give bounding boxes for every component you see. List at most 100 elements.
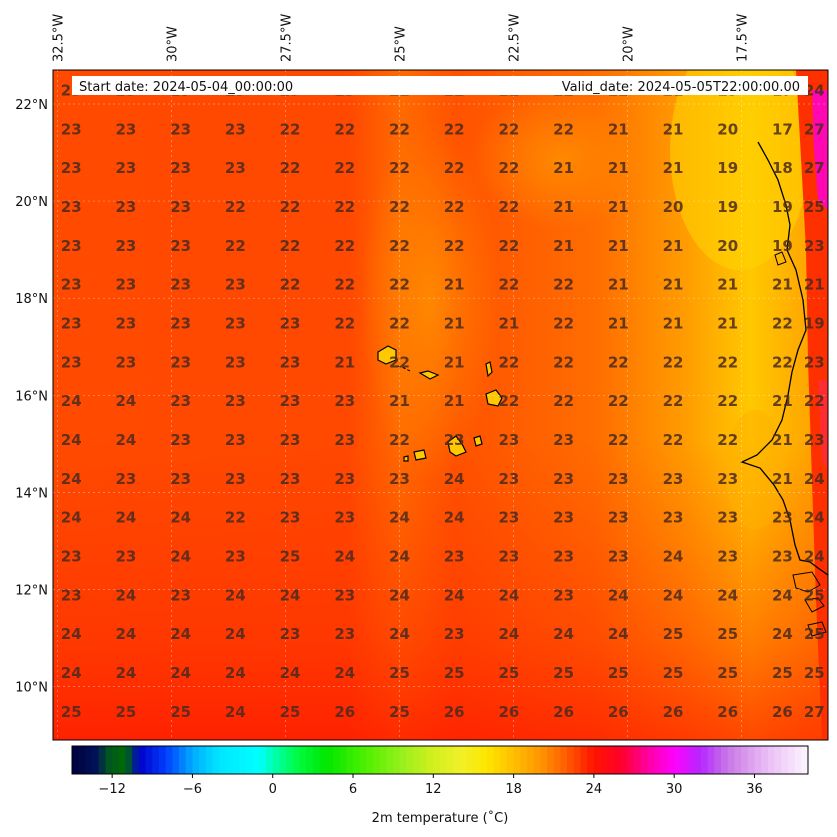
station-value: 23 <box>772 509 793 527</box>
station-value: 23 <box>498 509 519 527</box>
station-value: 23 <box>553 586 574 604</box>
colorbar-bin <box>346 746 354 774</box>
station-value: 21 <box>334 353 355 371</box>
station-value: 24 <box>61 625 82 643</box>
station-value: 23 <box>170 159 191 177</box>
station-value: 20 <box>663 198 684 216</box>
colorbar-bin <box>513 746 521 774</box>
station-value: 26 <box>498 703 519 721</box>
station-value: 25 <box>608 664 629 682</box>
station-value: 25 <box>717 625 738 643</box>
station-value: 23 <box>225 276 246 294</box>
station-value: 23 <box>280 392 301 410</box>
colorbar-bin <box>259 746 267 774</box>
station-value: 23 <box>334 431 355 449</box>
station-value: 25 <box>804 586 825 604</box>
station-value: 23 <box>804 353 825 371</box>
station-value: 22 <box>663 431 684 449</box>
station-value: 24 <box>170 625 191 643</box>
station-value: 23 <box>280 509 301 527</box>
colorbar-bin <box>185 746 193 774</box>
colorbar-bin <box>359 746 367 774</box>
station-value: 25 <box>804 198 825 216</box>
colorbar-bin <box>373 746 381 774</box>
station-value: 23 <box>225 470 246 488</box>
station-value: 23 <box>116 159 137 177</box>
station-value: 23 <box>663 470 684 488</box>
station-value: 23 <box>663 509 684 527</box>
station-values: 23 23 23 23 23 23 22 22 22 22 22 21 19 17 24 23 23 23 23 22… <box>61 81 825 720</box>
station-value: 22 <box>280 276 301 294</box>
colorbar-bin <box>613 746 622 774</box>
station-value: 23 <box>61 353 82 371</box>
station-value: 24 <box>334 548 355 566</box>
colorbar-bin <box>165 746 173 774</box>
colorbar-bin <box>761 746 769 774</box>
station-value: 25 <box>804 664 825 682</box>
coastline <box>740 141 828 576</box>
station-value: 25 <box>170 703 191 721</box>
station-value: 21 <box>608 314 629 332</box>
colorbar-bin <box>680 746 688 774</box>
station-value: 22 <box>225 198 246 216</box>
station-value: 24 <box>61 392 82 410</box>
station-value: 22 <box>717 431 738 449</box>
station-value: 24 <box>389 509 410 527</box>
station-value: 23 <box>170 431 191 449</box>
station-value: 23 <box>444 625 465 643</box>
station-value: 24 <box>225 703 246 721</box>
station-value: 22 <box>608 353 629 371</box>
station-value: 22 <box>334 314 355 332</box>
colorbar-bin <box>125 746 133 774</box>
station-value: 21 <box>663 159 684 177</box>
colorbar-bin <box>707 746 715 774</box>
latitude-label: 18°N <box>15 292 48 307</box>
station-value: 21 <box>663 276 684 294</box>
station-value: 23 <box>804 237 825 255</box>
station-value: 22 <box>225 509 246 527</box>
station-value: 21 <box>804 276 825 294</box>
colorbar-bin <box>312 746 320 774</box>
station-value: 24 <box>116 431 137 449</box>
colorbar-bin <box>774 746 782 774</box>
station-value: 26 <box>444 703 465 721</box>
station-value: 23 <box>61 198 82 216</box>
station-value: 22 <box>498 237 519 255</box>
colorbar-bin <box>801 746 809 774</box>
colorbar-tick-label: 0 <box>269 782 277 797</box>
colorbar-bin <box>239 746 247 774</box>
colorbar-bin <box>787 746 796 774</box>
station-value: 23 <box>116 314 137 332</box>
colorbar-tick-label: 30 <box>666 782 683 797</box>
colorbar-bin <box>332 746 341 774</box>
station-value: 25 <box>772 664 793 682</box>
station-value: 24 <box>389 625 410 643</box>
station-value: 21 <box>663 237 684 255</box>
station-value: 23 <box>334 392 355 410</box>
station-value: 21 <box>772 276 793 294</box>
station-value: 23 <box>225 120 246 138</box>
station-value: 23 <box>804 431 825 449</box>
colorbar-bin <box>466 746 474 774</box>
longitude-labels: 32.5°W 30°W 27.5°W 25°W 22.5°W 20°W 17.5°W <box>52 14 751 62</box>
colorbar-bin <box>326 746 334 774</box>
station-value: 22 <box>389 353 410 371</box>
station-value: 23 <box>61 159 82 177</box>
colorbar-bin <box>406 746 414 774</box>
station-value: 21 <box>444 276 465 294</box>
colorbar-bin <box>473 746 481 774</box>
station-value: 24 <box>804 548 825 566</box>
colorbar-bin <box>172 746 180 774</box>
colorbar-bin <box>152 746 160 774</box>
colorbar-bin <box>553 746 561 774</box>
station-value: 19 <box>717 198 738 216</box>
station-value: 23 <box>61 314 82 332</box>
station-value: 23 <box>334 586 355 604</box>
station-value: 23 <box>553 431 574 449</box>
station-value: 25 <box>663 625 684 643</box>
station-value: 24 <box>389 548 410 566</box>
station-value: 22 <box>389 314 410 332</box>
station-value: 22 <box>663 353 684 371</box>
longitude-label: 30°W <box>166 26 181 62</box>
